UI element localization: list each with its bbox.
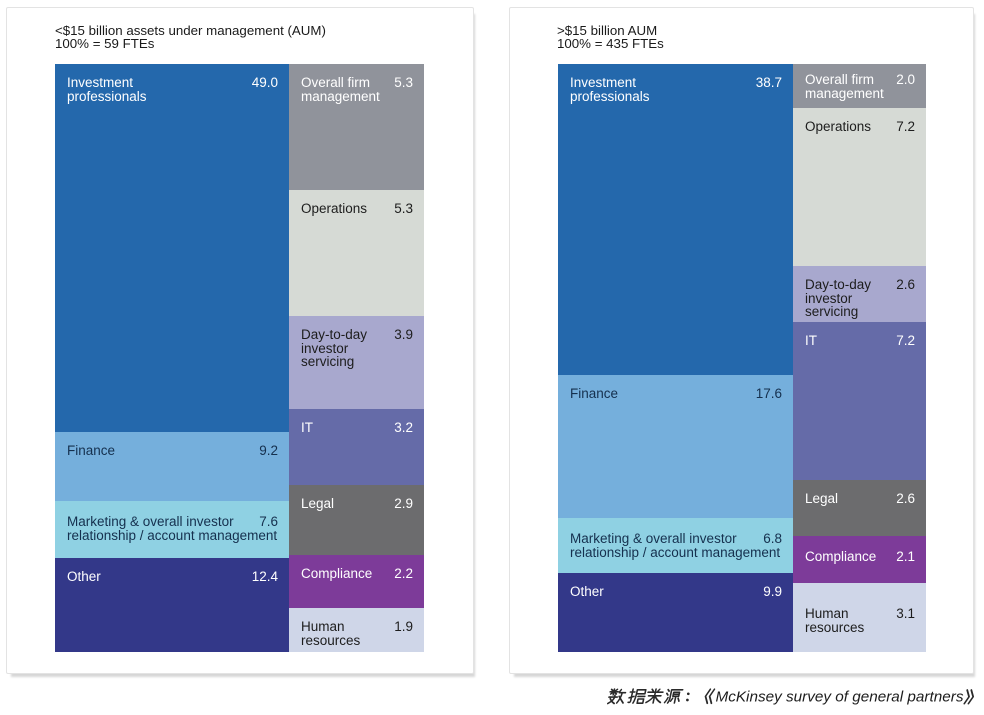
svg-text:McKinsey survey of general par: McKinsey survey of general partners [716, 689, 964, 706]
